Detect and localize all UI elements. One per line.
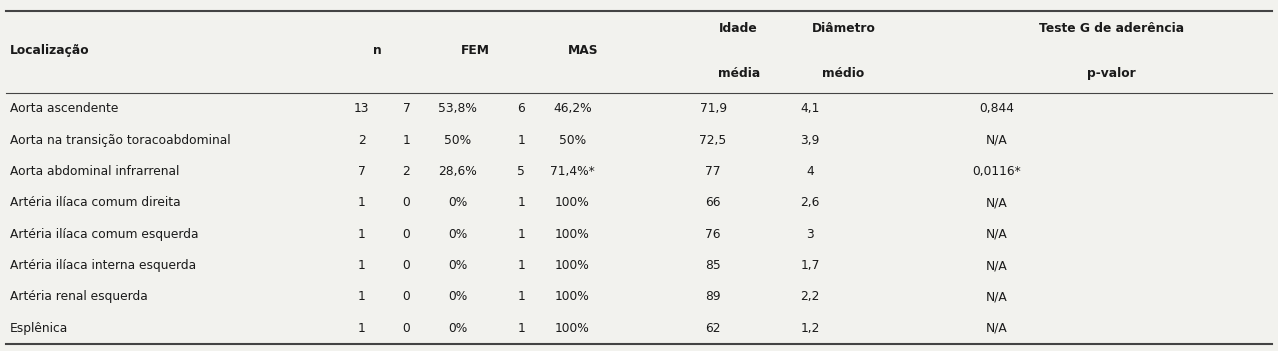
Text: p-valor: p-valor — [1088, 67, 1136, 80]
Text: 0%: 0% — [447, 290, 468, 303]
Text: 71,4%*: 71,4%* — [550, 165, 596, 178]
Text: Aorta ascendente: Aorta ascendente — [10, 102, 119, 115]
Text: 71,9: 71,9 — [699, 102, 727, 115]
Text: 7: 7 — [403, 102, 410, 115]
Text: 72,5: 72,5 — [699, 134, 727, 147]
Text: N/A: N/A — [985, 134, 1008, 147]
Text: N/A: N/A — [985, 322, 1008, 335]
Text: 0: 0 — [403, 322, 410, 335]
Text: 66: 66 — [705, 196, 721, 209]
Text: 1: 1 — [358, 259, 366, 272]
Text: 28,6%: 28,6% — [438, 165, 477, 178]
Text: Artéria ilíaca interna esquerda: Artéria ilíaca interna esquerda — [10, 259, 197, 272]
Text: 0%: 0% — [447, 196, 468, 209]
Text: N/A: N/A — [985, 290, 1008, 303]
Text: 0: 0 — [403, 290, 410, 303]
Text: n: n — [373, 44, 381, 58]
Text: 1: 1 — [358, 228, 366, 241]
Text: 0: 0 — [403, 196, 410, 209]
Text: 0%: 0% — [447, 322, 468, 335]
Text: N/A: N/A — [985, 196, 1008, 209]
Text: 1: 1 — [518, 196, 525, 209]
Text: 89: 89 — [705, 290, 721, 303]
Text: médio: médio — [822, 67, 865, 80]
Text: 100%: 100% — [555, 290, 590, 303]
Text: 76: 76 — [705, 228, 721, 241]
Text: 5: 5 — [518, 165, 525, 178]
Text: 100%: 100% — [555, 228, 590, 241]
Text: N/A: N/A — [985, 259, 1008, 272]
Text: 1: 1 — [518, 290, 525, 303]
Text: 0: 0 — [403, 259, 410, 272]
Text: MAS: MAS — [567, 44, 598, 58]
Text: 2,6: 2,6 — [800, 196, 820, 209]
Text: 2: 2 — [403, 165, 410, 178]
Text: 0,0116*: 0,0116* — [973, 165, 1021, 178]
Text: 53,8%: 53,8% — [438, 102, 477, 115]
Text: Localização: Localização — [10, 44, 89, 58]
Text: 62: 62 — [705, 322, 721, 335]
Text: 50%: 50% — [443, 134, 472, 147]
Text: 3,9: 3,9 — [800, 134, 820, 147]
Text: 1: 1 — [518, 134, 525, 147]
Text: 1: 1 — [403, 134, 410, 147]
Text: Idade: Idade — [720, 21, 758, 35]
Text: Aorta abdominal infrarrenal: Aorta abdominal infrarrenal — [10, 165, 180, 178]
Text: 100%: 100% — [555, 196, 590, 209]
Text: 2,2: 2,2 — [800, 290, 820, 303]
Text: 0%: 0% — [447, 228, 468, 241]
Text: 0,844: 0,844 — [979, 102, 1015, 115]
Text: 3: 3 — [806, 228, 814, 241]
Text: 1: 1 — [358, 290, 366, 303]
Text: 50%: 50% — [558, 134, 587, 147]
Text: N/A: N/A — [985, 228, 1008, 241]
Text: FEM: FEM — [461, 44, 489, 58]
Text: 1,7: 1,7 — [800, 259, 820, 272]
Text: 0: 0 — [403, 228, 410, 241]
Text: 6: 6 — [518, 102, 525, 115]
Text: 100%: 100% — [555, 259, 590, 272]
Text: 1: 1 — [518, 259, 525, 272]
Text: média: média — [717, 67, 760, 80]
Text: 1: 1 — [518, 228, 525, 241]
Text: 4: 4 — [806, 165, 814, 178]
Text: Teste G de aderência: Teste G de aderência — [1039, 21, 1185, 35]
Text: Esplênica: Esplênica — [10, 322, 69, 335]
Text: 1: 1 — [358, 322, 366, 335]
Text: Diâmetro: Diâmetro — [812, 21, 875, 35]
Text: 0%: 0% — [447, 259, 468, 272]
Text: Artéria ilíaca comum direita: Artéria ilíaca comum direita — [10, 196, 181, 209]
Text: 1: 1 — [358, 196, 366, 209]
Text: 100%: 100% — [555, 322, 590, 335]
Text: Artéria ilíaca comum esquerda: Artéria ilíaca comum esquerda — [10, 228, 198, 241]
Text: Artéria renal esquerda: Artéria renal esquerda — [10, 290, 148, 303]
Text: Aorta na transição toracoabdominal: Aorta na transição toracoabdominal — [10, 134, 231, 147]
Text: 46,2%: 46,2% — [553, 102, 592, 115]
Text: 1: 1 — [518, 322, 525, 335]
Text: 1,2: 1,2 — [800, 322, 820, 335]
Text: 13: 13 — [354, 102, 369, 115]
Text: 7: 7 — [358, 165, 366, 178]
Text: 4,1: 4,1 — [800, 102, 820, 115]
Text: 77: 77 — [705, 165, 721, 178]
Text: 85: 85 — [705, 259, 721, 272]
Text: 2: 2 — [358, 134, 366, 147]
